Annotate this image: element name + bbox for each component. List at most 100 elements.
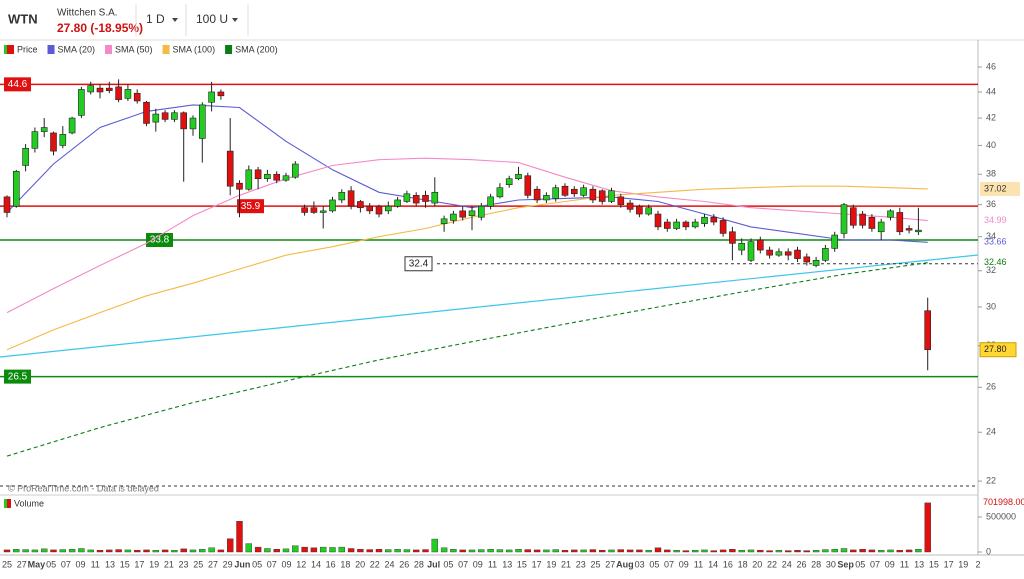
y-tick-label: 26 (986, 382, 996, 392)
volume-bar (161, 549, 169, 553)
volume-bar (831, 549, 838, 553)
period[interactable]: 1 D (146, 12, 165, 26)
volume-bar (96, 550, 104, 553)
candle-body (236, 182, 243, 190)
volume-bar (320, 546, 327, 553)
x-tick-label: 18 (340, 559, 350, 569)
x-tick-label: Sep (837, 559, 854, 569)
candle-body (524, 175, 532, 196)
x-tick-label: 05 (855, 559, 865, 569)
x-tick-label: 26 (399, 559, 409, 569)
candle-body (645, 207, 653, 215)
candle-body (301, 207, 308, 213)
volume-bar (440, 547, 448, 553)
volume-bar (106, 549, 113, 553)
volume-bar (468, 549, 476, 553)
candle-body (319, 210, 327, 213)
volume-bar (357, 549, 364, 553)
candle-body (775, 251, 783, 256)
volume-bar (422, 549, 429, 553)
candle-body (766, 249, 773, 256)
candle-body (710, 216, 718, 223)
volume-bar (608, 549, 615, 553)
legend-label: SMA (20) (58, 44, 96, 54)
candle-body (626, 202, 634, 210)
watermark: © ProRealTime.com - Data is delayed (8, 483, 159, 493)
volume-bar (152, 550, 160, 553)
candle-body (366, 205, 374, 212)
x-tick-label: 05 (252, 559, 262, 569)
volume-bar (887, 549, 894, 553)
dropdown-arrow[interactable] (232, 18, 238, 22)
legend-label: SMA (50) (115, 44, 153, 54)
x-tick-label: 11 (694, 559, 703, 569)
volume-bar (543, 549, 550, 553)
y-tick-label: 44 (986, 86, 996, 96)
candle-body (673, 221, 680, 229)
candle-body (738, 243, 746, 251)
candle-body (226, 150, 234, 187)
toolbar (0, 0, 1024, 40)
candle-body (106, 87, 113, 91)
volume-bar (571, 549, 578, 553)
y-tick-label: 38 (986, 169, 996, 179)
candle-body (570, 188, 578, 195)
x-tick-label: Jul (427, 559, 440, 569)
candle-body (477, 205, 485, 218)
y-tick-label: 30 (986, 301, 996, 311)
x-tick-label: 14 (311, 559, 321, 569)
x-tick-label: 09 (679, 559, 689, 569)
x-tick-label: 11 (91, 559, 100, 569)
candle-body (282, 175, 290, 181)
quote: 27.80 (-18.95%) (57, 21, 143, 35)
candle-body (784, 251, 792, 256)
volume-bar (533, 549, 541, 553)
x-tick-label: 13 (914, 559, 924, 569)
level-label-box (237, 199, 264, 214)
candle-body (394, 199, 401, 207)
candle-body (924, 310, 932, 351)
volume-bar (850, 549, 857, 553)
candle-body (543, 195, 550, 201)
candle-body (552, 187, 560, 199)
last-value-label: 34.99 (984, 215, 1007, 225)
volume-bar (636, 549, 643, 553)
candle-body (589, 188, 597, 201)
units[interactable]: 100 U (196, 12, 228, 26)
volume-bar (682, 550, 690, 553)
x-tick-label: 07 (61, 559, 71, 569)
level-label-box (4, 369, 31, 384)
candle-body (180, 112, 187, 130)
candle-body (505, 178, 513, 185)
candle-body (264, 173, 271, 180)
dropdown-arrow[interactable] (172, 18, 178, 22)
volume-bar (645, 550, 652, 553)
volume-bar (738, 550, 745, 553)
x-tick-label: 05 (443, 559, 453, 569)
x-tick-label: 15 (929, 559, 939, 569)
volume-bar (22, 549, 29, 553)
x-tick-label: 25 (590, 559, 600, 569)
volume-bar (496, 549, 504, 553)
x-tick-label: 09 (282, 559, 292, 569)
x-tick-label: 03 (635, 559, 645, 569)
legend-swatch (7, 499, 11, 508)
symbol: WTN (8, 11, 38, 26)
volume-bar (524, 549, 531, 553)
y-tick-label: 500000 (986, 511, 1016, 521)
candle-body (831, 234, 839, 249)
x-tick-label: 21 (561, 559, 571, 569)
legend-label: Volume (14, 498, 44, 508)
level-label: 35.9 (241, 201, 261, 212)
volume-bar (338, 546, 345, 553)
candle-body (608, 190, 615, 202)
volume-bar (617, 549, 624, 553)
x-tick-label: 19 (546, 559, 556, 569)
volume-bar (459, 549, 466, 553)
volume-bar (124, 549, 132, 553)
candle-body (310, 207, 318, 213)
volume-bar (840, 548, 848, 553)
trend-line (0, 254, 979, 358)
candle-body (208, 91, 215, 103)
candle-body (487, 196, 494, 207)
